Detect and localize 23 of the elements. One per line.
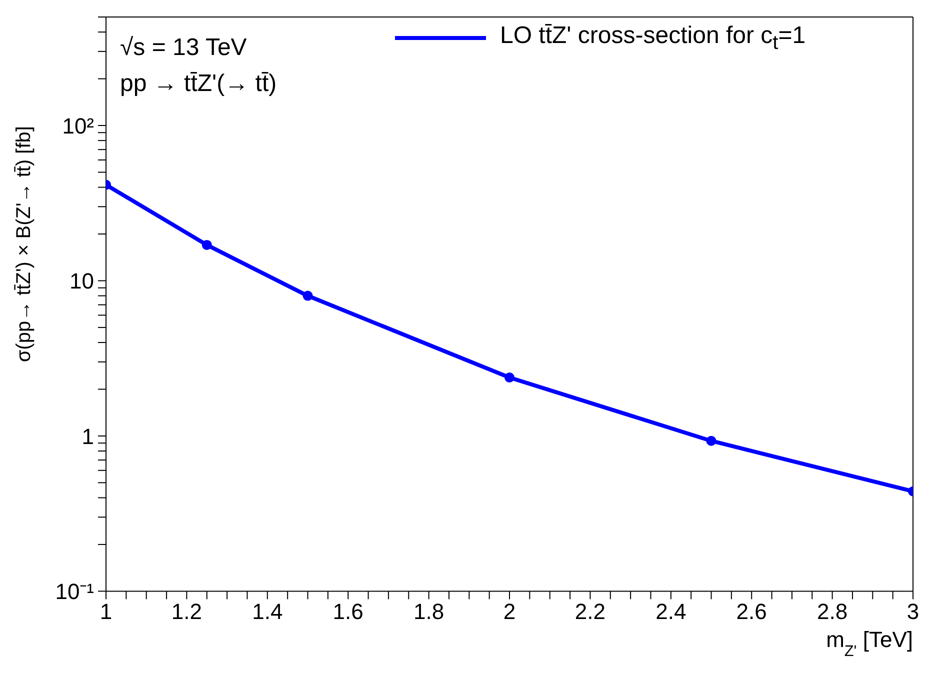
y-tick-label: 10 [70, 268, 94, 294]
legend-label: LO tt̄Z' cross-section for c$_{t}$=1 [500, 22, 806, 55]
x-tick-label: 1.4 [252, 598, 283, 624]
y-tick-label: 10⁻¹ [55, 579, 94, 604]
x-tick-label: 1 [100, 598, 112, 624]
x-tick-label: 2.4 [656, 598, 686, 624]
y-tick-label: 1 [82, 424, 94, 449]
x-tick-label: 1.6 [332, 598, 364, 624]
x-tick-label: 2.2 [574, 598, 606, 624]
annotation: pp → tt̄Z'(→ tt̄) [120, 69, 277, 99]
point [504, 372, 514, 383]
x-tick-label: 2.8 [817, 598, 848, 624]
x-axis-title: m$_{Z'}$ [TeV] [826, 627, 913, 660]
point [302, 290, 313, 301]
y-axis-title: σ(pp→ tt̄Z') × B(Z'→ tt̄) [fb] [13, 126, 35, 362]
annotation: √s = 13 TeV [120, 33, 248, 63]
x-tick-label: 1.8 [414, 598, 444, 624]
x-tick-label: 1.2 [171, 598, 202, 624]
x-tick-label: 2 [503, 598, 516, 624]
x-tick-label: 3 [906, 598, 920, 624]
y-tick-label: 10² [62, 113, 94, 138]
point [706, 436, 716, 446]
x-tick-label: 2.6 [736, 598, 767, 624]
